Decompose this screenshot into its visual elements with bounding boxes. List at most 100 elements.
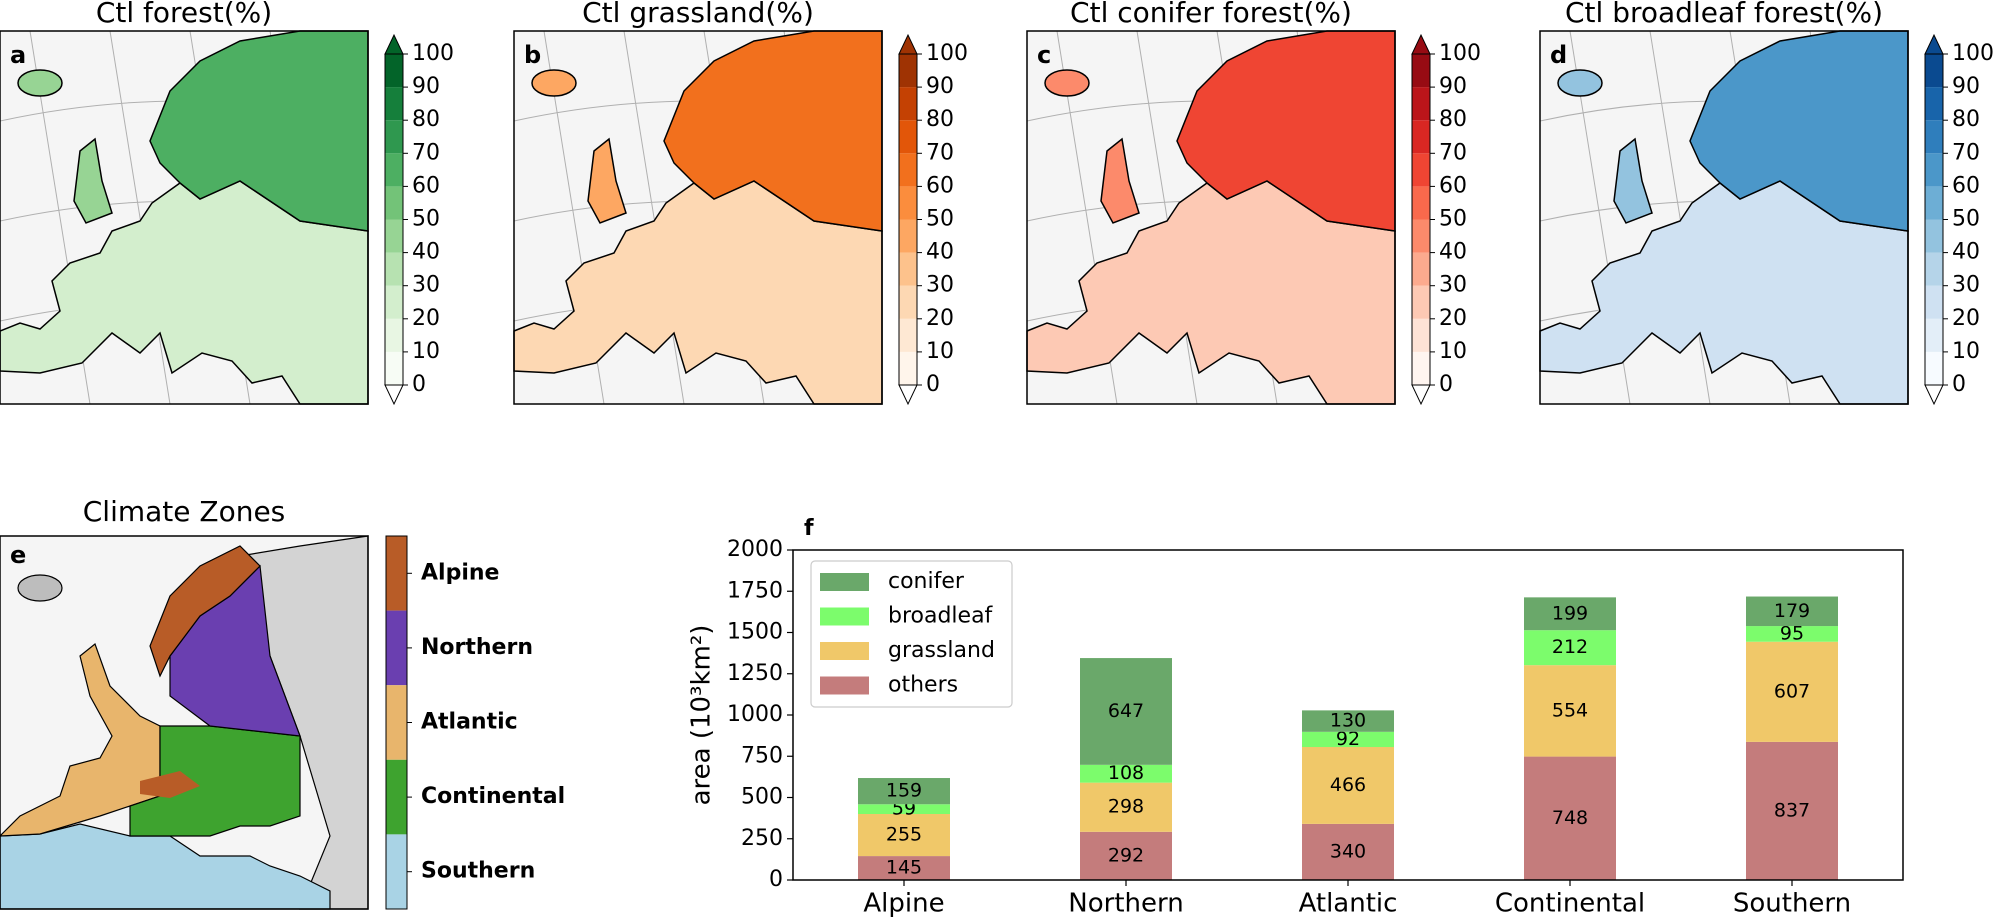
island (1557, 69, 1603, 97)
bar-segment (1080, 764, 1172, 783)
data-label: 748 (1552, 807, 1588, 829)
y-axis-label: area (10³km²) (687, 625, 717, 806)
data-label: 837 (1774, 799, 1810, 821)
zone-alpine (149, 545, 261, 678)
colorbar-segment (1925, 219, 1943, 253)
colorbar-segment (385, 318, 403, 352)
colorbar-tick-label: 60 (1952, 173, 1980, 198)
bar-segment (1746, 641, 1838, 742)
colorbar-tick-label: 40 (1952, 240, 1980, 265)
map-frame (0, 30, 369, 405)
bar-segment (1746, 596, 1838, 627)
colorbar-tick-label: 70 (412, 140, 440, 165)
colorbar-segment (385, 219, 403, 253)
colorbar-tick-label: 50 (926, 207, 954, 232)
colorbar-tick-label: 80 (926, 107, 954, 132)
data-label: 554 (1552, 699, 1588, 721)
data-label: 145 (886, 857, 922, 879)
colorbar-segment (1412, 351, 1430, 385)
colorbar-tick-label: 90 (1439, 74, 1467, 99)
colorbar-segment (899, 153, 917, 187)
data-label: 298 (1108, 796, 1144, 818)
colorbar-tick-label: 10 (412, 339, 440, 364)
colorbar-segment (1925, 87, 1943, 121)
data-label: 292 (1108, 844, 1144, 866)
colorbar-tick-label: 10 (926, 339, 954, 364)
data-label: 159 (886, 780, 922, 802)
bar-segment (1302, 823, 1394, 880)
colorbar-tick-label: 80 (1439, 107, 1467, 132)
colorbar-tick-label: 90 (412, 74, 440, 99)
colorbar-tick-label: 0 (926, 372, 940, 397)
legend-swatch (820, 573, 869, 591)
data-label: 92 (1336, 728, 1360, 750)
colorbar-segment (1412, 219, 1430, 253)
panel-label: b (524, 41, 541, 69)
island (17, 574, 63, 602)
bar-segment (1302, 747, 1394, 824)
colorbar-segment (899, 54, 917, 88)
colorbar-tick-label: 10 (1952, 339, 1980, 364)
zone-label: Northern (421, 635, 533, 660)
zone-southern (0, 823, 331, 910)
panel-title: Ctl forest(%) (96, 0, 272, 29)
zone-swatch (386, 685, 407, 760)
colorbar-tick-label: 100 (926, 41, 968, 66)
colorbar-extend (1411, 384, 1431, 406)
colorbar-extend (1411, 33, 1431, 55)
colorbar-segment (899, 186, 917, 220)
zone-alpine (140, 771, 200, 798)
bar-segment (1524, 630, 1616, 666)
data-label: 607 (1774, 680, 1810, 702)
colorbar-tick-label: 100 (1439, 41, 1481, 66)
panel-title: Ctl conifer forest(%) (1070, 0, 1352, 29)
colorbar-tick-label: 20 (412, 306, 440, 331)
colorbar-tick-label: 30 (412, 273, 440, 298)
island (73, 137, 113, 224)
colorbar-tick-label: 50 (412, 207, 440, 232)
colorbar-segment (385, 351, 403, 385)
legend-label: conifer (888, 569, 965, 594)
colorbar-segment (385, 186, 403, 220)
panel-title: Ctl broadleaf forest(%) (1565, 0, 1883, 29)
zone-label: Southern (421, 859, 535, 884)
x-tick-label: Atlantic (1299, 889, 1398, 919)
colorbar-tick-label: 70 (1952, 140, 1980, 165)
island (587, 137, 627, 224)
bar-segment (1524, 756, 1616, 880)
island (1100, 137, 1140, 224)
data-label: 647 (1108, 700, 1144, 722)
island (1613, 137, 1653, 224)
colorbar-tick-label: 80 (1952, 107, 1980, 132)
colorbar-segment (385, 54, 403, 88)
colorbar-tick-label: 100 (412, 41, 454, 66)
colorbar-segment (1925, 318, 1943, 352)
colorbar-segment (1412, 54, 1430, 88)
zone-label: Continental (421, 784, 565, 809)
legend-swatch (820, 607, 869, 626)
colorbar-segment (899, 285, 917, 319)
colorbar-tick-label: 20 (1952, 306, 1980, 331)
colorbar-segment (1412, 318, 1430, 352)
zone-swatch (386, 759, 407, 835)
data-label: 255 (886, 824, 922, 846)
x-tick-label: Alpine (863, 889, 944, 919)
legend-label: grassland (888, 638, 995, 663)
bar-segment (858, 804, 950, 814)
panel-title: Climate Zones (83, 495, 286, 528)
colorbar-tick-label: 80 (412, 107, 440, 132)
zone-atlantic (0, 643, 161, 837)
colorbar-tick-label: 60 (412, 173, 440, 198)
island (531, 69, 577, 97)
colorbar-segment (1925, 351, 1943, 385)
colorbar-tick-label: 0 (412, 372, 426, 397)
colorbar-segment (1412, 87, 1430, 121)
colorbar-segment (385, 285, 403, 319)
y-tick-label: 500 (741, 785, 783, 810)
colorbar-tick-label: 10 (1439, 339, 1467, 364)
bar-segment (1302, 731, 1394, 748)
colorbar-extend (384, 33, 404, 55)
colorbar-tick-label: 90 (926, 74, 954, 99)
data-label: 108 (1108, 762, 1144, 784)
